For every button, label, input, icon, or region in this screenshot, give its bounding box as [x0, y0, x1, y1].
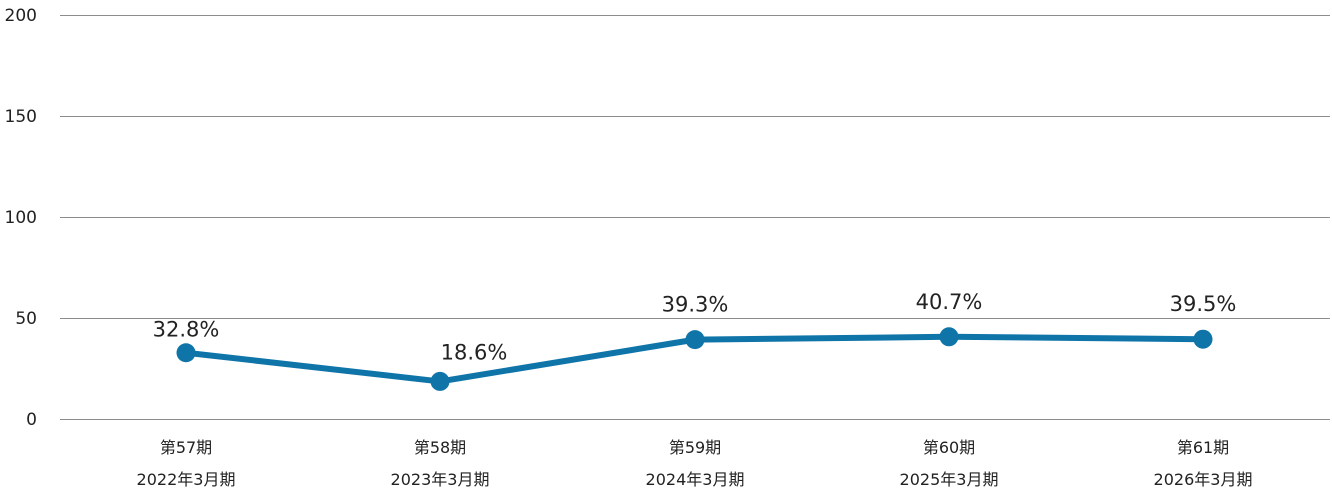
- y-tick-label: 0: [26, 410, 37, 430]
- x-axis-ticks: 第57期 2022年3月期 第58期 2023年3月期 第59期 2024年3月期 第60期…: [137, 438, 1253, 489]
- data-labels: 32.8% 18.6% 39.3% 40.7% 39.5%: [153, 290, 1237, 365]
- x-tick-label-fiscal-year: 2026年3月期: [1154, 470, 1253, 489]
- data-label: 39.5%: [1170, 292, 1237, 316]
- data-point-marker: [1193, 329, 1213, 349]
- x-tick-label-period: 第60期: [923, 438, 975, 457]
- data-point-marker: [430, 371, 450, 391]
- x-tick-label-period: 第61期: [1177, 438, 1229, 457]
- data-label: 39.3%: [662, 293, 729, 317]
- gridlines: [60, 15, 1330, 420]
- y-tick-label: 150: [5, 107, 37, 127]
- y-tick-label: 50: [15, 309, 37, 329]
- y-tick-label: 100: [5, 208, 37, 228]
- data-label: 32.8%: [153, 318, 220, 342]
- x-tick-label-fiscal-year: 2024年3月期: [646, 470, 745, 489]
- data-point-marker: [685, 330, 705, 350]
- series: [176, 327, 1213, 391]
- data-point-marker: [939, 327, 959, 347]
- x-tick-label-period: 第57期: [160, 438, 212, 457]
- data-point-marker: [176, 343, 196, 363]
- x-tick-label-fiscal-year: 2022年3月期: [137, 470, 236, 489]
- x-tick-label-fiscal-year: 2025年3月期: [900, 470, 999, 489]
- x-tick-label-period: 第58期: [414, 438, 466, 457]
- x-tick-label-fiscal-year: 2023年3月期: [391, 470, 490, 489]
- y-axis-ticks: 0 50 100 150 200: [5, 6, 37, 430]
- data-label: 18.6%: [441, 340, 508, 364]
- data-label: 40.7%: [916, 290, 983, 314]
- y-tick-label: 200: [5, 6, 37, 26]
- x-tick-label-period: 第59期: [669, 438, 721, 457]
